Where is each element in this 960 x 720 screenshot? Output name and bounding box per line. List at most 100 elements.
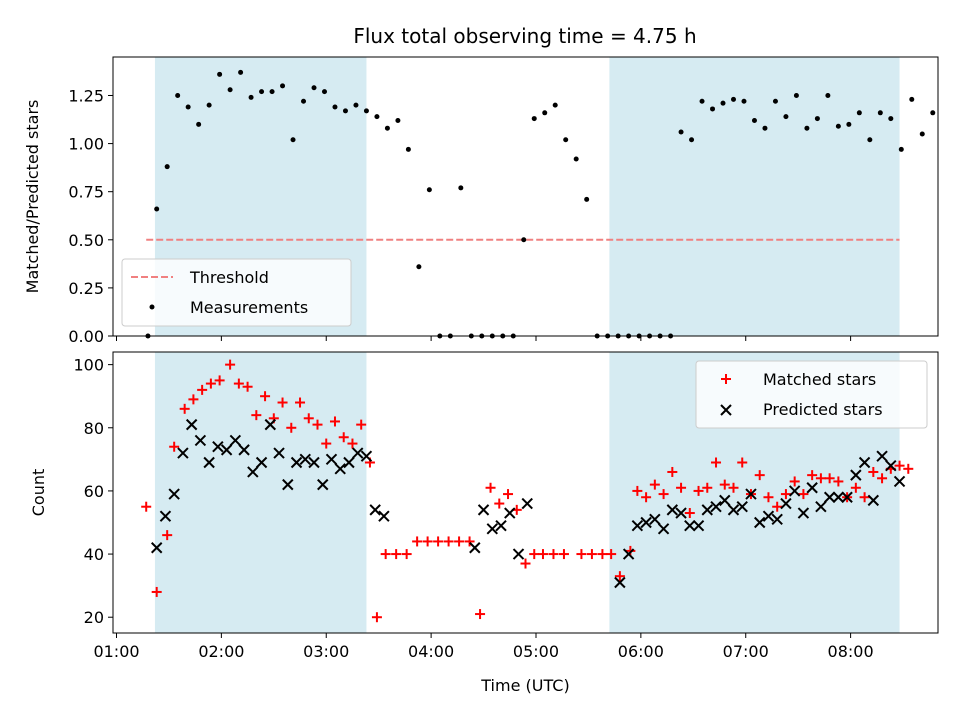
predicted-star-point bbox=[675, 507, 687, 519]
y-tick-label: 0.00 bbox=[68, 327, 104, 346]
x-marker-b bbox=[229, 434, 242, 447]
x-marker-b bbox=[780, 497, 792, 510]
x-marker-b bbox=[159, 510, 172, 522]
count-y-ticks: 20 40 60 80 100 bbox=[73, 356, 113, 627]
x-marker-b bbox=[512, 548, 525, 560]
matched-star-point bbox=[312, 419, 323, 430]
y-tick-label: 0.50 bbox=[68, 231, 104, 250]
predicted-star-point bbox=[369, 504, 381, 516]
x-marker-b bbox=[343, 456, 355, 469]
x-marker-b bbox=[351, 447, 364, 459]
matched-star-point bbox=[205, 378, 216, 389]
x-marker-b bbox=[701, 504, 713, 516]
x-marker-b bbox=[168, 488, 180, 500]
x-marker-b bbox=[885, 459, 897, 472]
matched-star-point bbox=[606, 549, 617, 560]
x-tick-label: 06:00 bbox=[618, 642, 664, 661]
x-marker-b bbox=[736, 501, 748, 513]
ratio-legend-box bbox=[121, 258, 352, 327]
matched-star-point bbox=[485, 482, 496, 493]
x-marker-b bbox=[832, 491, 845, 503]
measurement-point bbox=[248, 94, 254, 100]
predicted-star-point bbox=[640, 516, 652, 529]
matched-star-point bbox=[188, 394, 199, 405]
predicted-star-point bbox=[264, 418, 277, 431]
x-tick-label: 04:00 bbox=[408, 642, 454, 661]
measurement-point bbox=[751, 117, 757, 123]
count-panel: 01:00 02:00 03:00 04:00 05:00 06:00 07:00 08:00… bbox=[29, 351, 939, 695]
y-tick-label: 0.75 bbox=[68, 183, 104, 202]
measurement-point bbox=[238, 69, 244, 75]
measurement-point bbox=[856, 110, 862, 116]
predicted-star-point bbox=[477, 504, 490, 516]
predicted-star-point bbox=[512, 548, 525, 560]
x-marker-b bbox=[867, 494, 880, 507]
measurement-point bbox=[259, 89, 265, 95]
x-marker-b bbox=[203, 456, 215, 469]
measurement-point bbox=[175, 92, 181, 98]
measurements-legend-label: Measurements bbox=[190, 298, 308, 317]
predicted-star-point bbox=[684, 519, 696, 532]
matched-star-point bbox=[877, 473, 888, 484]
x-marker-b bbox=[710, 501, 722, 513]
predicted-star-point bbox=[710, 501, 722, 513]
count-legend-box bbox=[695, 360, 928, 429]
matched-star-point bbox=[464, 536, 475, 547]
predicted-star-point bbox=[622, 548, 635, 560]
matched-star-point bbox=[658, 489, 669, 500]
matched-star-point bbox=[641, 492, 652, 503]
matched-star-point bbox=[520, 558, 531, 569]
x-marker-b bbox=[334, 463, 346, 475]
measurement-point bbox=[290, 137, 296, 143]
shaded-interval bbox=[609, 57, 900, 336]
predicted-stars-points bbox=[150, 418, 906, 589]
matched-star-point bbox=[632, 485, 643, 496]
ratio-y-ticks: 0.00 0.25 0.50 0.75 1.00 1.25 bbox=[68, 86, 113, 346]
x-marker-b bbox=[273, 447, 285, 459]
x-marker-b bbox=[194, 434, 207, 447]
measurement-point bbox=[374, 114, 380, 120]
y-tick-label: 60 bbox=[84, 482, 104, 501]
predicted-star-point bbox=[168, 488, 180, 500]
measurement-point bbox=[814, 116, 820, 122]
predicted-star-point bbox=[469, 542, 481, 554]
measurement-point bbox=[699, 98, 705, 104]
x-marker-b bbox=[521, 497, 533, 510]
matched-star-point bbox=[780, 489, 791, 500]
measurement-point bbox=[185, 104, 191, 110]
count-x-ticks: 01:00 02:00 03:00 04:00 05:00 06:00 07:00 08:00 bbox=[93, 633, 874, 661]
predicted-star-point bbox=[177, 447, 189, 459]
measurement-point bbox=[269, 89, 275, 95]
measurement-point bbox=[909, 96, 915, 102]
measurement-point bbox=[678, 129, 684, 135]
x-tick-label: 01:00 bbox=[93, 642, 139, 661]
matched-star-point bbox=[380, 549, 391, 560]
matched-star-point bbox=[859, 492, 870, 503]
matched-legend-swatch bbox=[721, 374, 731, 384]
predicted-star-point bbox=[841, 491, 853, 503]
count-y-axis-label: Count bbox=[29, 469, 48, 517]
x-marker-b bbox=[622, 548, 635, 560]
matched-star-point bbox=[737, 457, 748, 468]
matched-star-point bbox=[433, 536, 444, 547]
matched-star-point bbox=[356, 419, 367, 430]
x-tick-label: 05:00 bbox=[513, 642, 559, 661]
x-marker-b bbox=[666, 504, 679, 516]
predicted-star-point bbox=[308, 456, 320, 469]
predicted-star-point bbox=[885, 459, 897, 472]
x-tick-label: 08:00 bbox=[828, 642, 874, 661]
predicted-star-point bbox=[762, 510, 775, 522]
measurement-point bbox=[888, 116, 894, 122]
predicted-star-point bbox=[893, 475, 906, 488]
x-marker-b bbox=[762, 510, 775, 522]
matched-star-point bbox=[295, 397, 306, 408]
matched-star-point bbox=[649, 479, 660, 490]
measurement-point bbox=[301, 98, 307, 104]
matched-star-point bbox=[728, 482, 739, 493]
measurement-point bbox=[793, 92, 799, 98]
x-marker-b bbox=[719, 494, 731, 507]
predicted-star-point bbox=[325, 453, 338, 466]
measurement-point bbox=[227, 87, 233, 93]
measurement-point bbox=[353, 102, 359, 108]
x-marker-b bbox=[631, 519, 644, 532]
